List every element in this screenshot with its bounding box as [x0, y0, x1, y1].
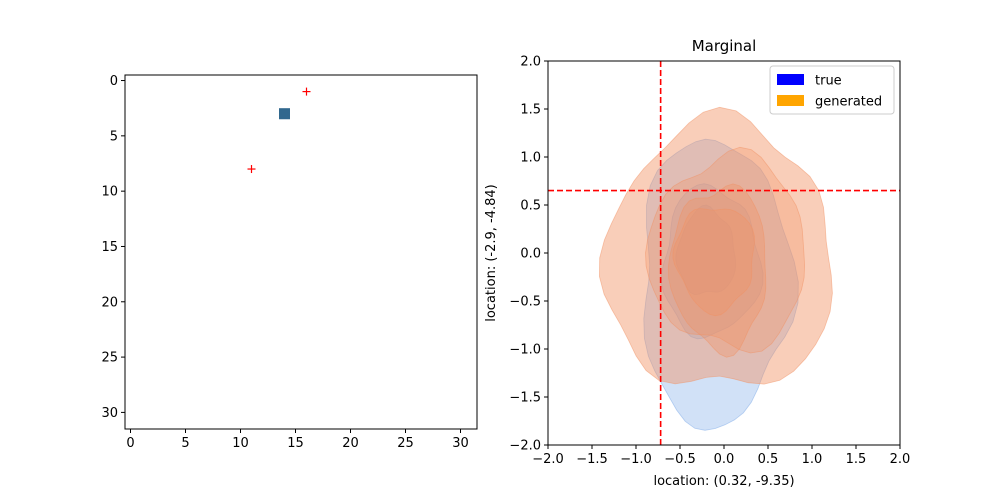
grid-y-axis: 0 5 10 15 20 25 30: [101, 74, 125, 421]
marginal-x-axis-label: location: (0.32, -9.35): [653, 474, 794, 489]
density-contours: [598, 106, 833, 431]
y-tick-label: −2.0: [509, 439, 541, 454]
y-tick-label: 0.0: [520, 247, 541, 262]
x-tick-label: 15: [287, 436, 304, 451]
reference-lines: [548, 61, 900, 445]
x-tick-label: 1.5: [846, 452, 867, 467]
x-tick-label: 1.0: [802, 452, 823, 467]
grid-image-frame: [124, 74, 478, 430]
x-tick-label: 2.0: [890, 452, 911, 467]
y-tick-label: −0.5: [509, 295, 541, 310]
y-tick-label: −1.5: [509, 391, 541, 406]
marginal-x-axis: −2.0 −1.5 −1.0 −0.5 0.0 0.5 1.0 1.5 2.0: [532, 445, 910, 467]
marginal-y-axis-label: location: (-2.9, -4.84): [484, 184, 499, 322]
x-tick-label: 5: [181, 436, 189, 451]
legend: true generated: [769, 65, 895, 115]
marginal-plot-title: Marginal: [692, 37, 757, 55]
legend-label: true: [815, 74, 842, 89]
density-level: [660, 183, 764, 340]
x-tick-label: 10: [232, 436, 249, 451]
density-level: [675, 204, 737, 296]
y-tick-label: 1.5: [520, 103, 541, 118]
y-tick-label: 1.0: [520, 151, 541, 166]
y-tick-label: 25: [101, 351, 118, 366]
density-level: [645, 146, 806, 354]
y-tick-label: 20: [101, 295, 118, 310]
marginal-plot-panel: Marginal −2.0 −1.5 −1.0 −0.5 0.0 0.5 1.0 1.5 2.0…: [484, 37, 910, 489]
grid-markers: [247, 87, 311, 174]
x-tick-label: −0.5: [664, 452, 696, 467]
legend-swatch: [777, 74, 804, 85]
y-tick-label: 0.5: [520, 199, 541, 214]
y-tick-label: 5: [110, 129, 118, 144]
x-tick-label: 0: [126, 436, 134, 451]
legend-label: generated: [815, 95, 882, 110]
x-tick-label: 20: [342, 436, 359, 451]
x-tick-label: 0.0: [714, 452, 735, 467]
y-tick-label: 0: [110, 74, 118, 89]
grid-cells: [279, 108, 290, 120]
x-tick-label: 25: [397, 436, 414, 451]
plus-marker: [302, 87, 311, 96]
y-tick-label: −1.0: [509, 343, 541, 358]
y-tick-label: 10: [101, 185, 118, 200]
grid-x-axis: 0 5 10 15 20 25 30: [126, 429, 469, 451]
plus-marker: [247, 165, 256, 174]
x-tick-label: −1.0: [620, 452, 652, 467]
grid-image-background: [125, 75, 477, 429]
marginal-y-axis: −2.0 −1.5 −1.0 −0.5 0.0 0.5 1.0 1.5 2.0: [509, 55, 548, 454]
y-tick-label: 30: [101, 406, 118, 421]
y-tick-label: 15: [101, 240, 118, 255]
x-tick-label: −2.0: [532, 452, 564, 467]
grid-cell: [279, 108, 290, 120]
density-level: [643, 138, 799, 431]
density-series-true: [643, 138, 799, 431]
x-tick-label: 0.5: [758, 452, 779, 467]
density-series-generated: [598, 106, 833, 385]
density-level: [672, 208, 755, 317]
grid-image-panel: 0 5 10 15 20 25 30 0 5 10 15 20 25 30: [101, 74, 478, 451]
x-tick-label: 30: [452, 436, 469, 451]
legend-swatch: [777, 95, 804, 106]
density-level: [598, 106, 833, 385]
x-tick-label: −1.5: [576, 452, 608, 467]
y-tick-label: 2.0: [520, 55, 541, 70]
density-level: [667, 183, 767, 358]
